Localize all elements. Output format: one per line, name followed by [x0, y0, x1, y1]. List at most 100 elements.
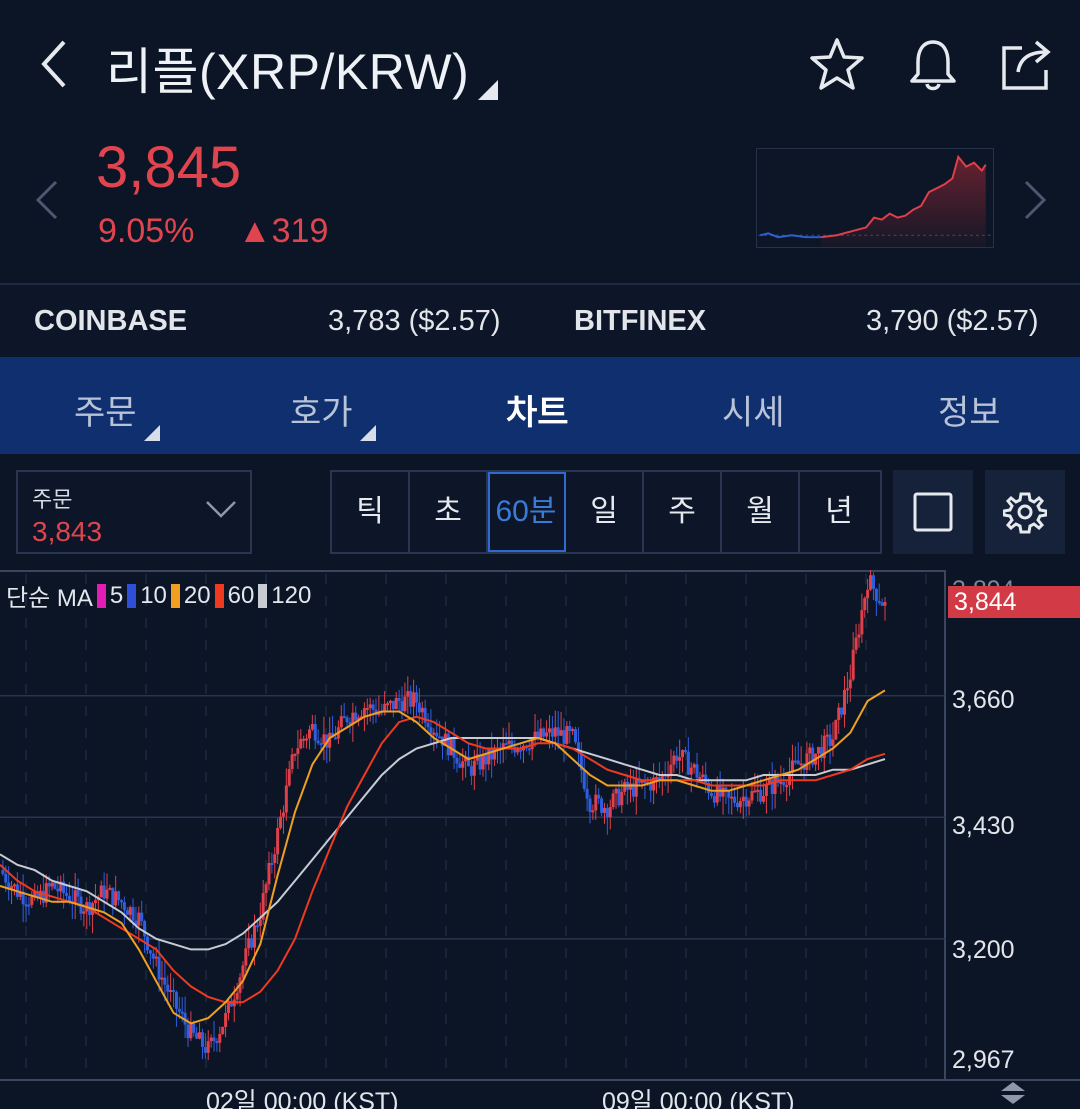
candle-body: [56, 888, 60, 892]
period-year[interactable]: 년: [825, 495, 853, 528]
candle-body: [148, 950, 152, 954]
candle-body: [874, 588, 878, 601]
candle-body: [597, 794, 601, 799]
ma20-line: [0, 689, 886, 1025]
exchange-price: 3,790 ($2.57): [866, 305, 1039, 337]
candle-body: [241, 965, 245, 978]
candle-body: [195, 1032, 199, 1039]
candle-body: [342, 716, 346, 719]
bell-icon[interactable]: [902, 34, 964, 96]
candle-body: [247, 938, 251, 949]
period-day[interactable]: 일: [566, 472, 644, 552]
ma20-swatch: [170, 583, 180, 608]
period-second[interactable]: 초: [410, 472, 488, 552]
candle-body: [574, 729, 578, 743]
candle-body: [293, 753, 297, 756]
candle-body: [409, 691, 413, 707]
tab-order[interactable]: 주문: [74, 394, 137, 432]
candle-body: [284, 785, 288, 813]
candle-body: [287, 769, 291, 786]
page-title[interactable]: 리플(XRP/KRW): [106, 44, 470, 100]
candle-body: [117, 891, 121, 901]
mini-price-chart[interactable]: [756, 148, 994, 248]
exchange-name: BITFINEX: [574, 305, 707, 337]
chart-settings-button[interactable]: [985, 470, 1065, 554]
candle-body: [212, 1037, 216, 1042]
candle-body: [672, 755, 676, 765]
candle-body: [114, 891, 118, 906]
candle-body: [484, 754, 488, 765]
candle-body: [267, 863, 271, 885]
candle-body: [299, 739, 303, 749]
change-amount: ▲319: [238, 212, 329, 250]
candle-body: [678, 757, 682, 761]
ma60-line: [0, 715, 886, 1004]
candle-body: [715, 784, 719, 803]
prev-coin-arrow-icon[interactable]: [32, 178, 62, 222]
candle-body: [362, 708, 366, 717]
candle-body: [571, 729, 575, 732]
candle-body: [712, 795, 716, 803]
scroll-handle-icon[interactable]: [998, 1080, 1028, 1106]
candle-body: [464, 756, 468, 762]
candle-body: [640, 780, 644, 783]
candle-body: [1, 870, 5, 874]
chevron-left-icon: [41, 40, 66, 88]
period-tick[interactable]: 틱: [332, 472, 410, 552]
candle-body: [565, 725, 569, 744]
candle-body: [296, 748, 300, 754]
candle-body: [218, 1033, 222, 1043]
star-icon[interactable]: [806, 34, 868, 96]
candle-body: [539, 728, 543, 738]
candle-body: [704, 774, 708, 783]
candle-body: [357, 717, 361, 721]
share-icon[interactable]: [996, 34, 1058, 96]
candle-body: [18, 891, 22, 897]
period-month[interactable]: 월: [722, 472, 800, 552]
period-60min[interactable]: 60분: [488, 472, 566, 552]
next-coin-arrow-icon[interactable]: [1020, 178, 1050, 222]
candle-body: [762, 795, 766, 802]
period-week[interactable]: 주: [644, 472, 722, 552]
chart-canvas[interactable]: [0, 570, 1080, 1109]
candle-body: [475, 754, 479, 761]
candle-body: [59, 881, 63, 892]
candle-body: [727, 790, 731, 798]
candle-body: [203, 1046, 207, 1053]
chart-fullscreen-button[interactable]: [893, 470, 973, 554]
candle-body: [386, 703, 390, 706]
order-price-select[interactable]: 주문 3,843: [16, 470, 252, 554]
tab-orderbook[interactable]: 호가: [290, 394, 353, 432]
candle-body: [134, 920, 138, 926]
candle-body: [226, 1000, 230, 1014]
candle-body: [41, 890, 45, 903]
candle-body: [273, 854, 277, 864]
ma-legend-prefix: 단순 MA: [6, 585, 93, 612]
candle-body: [235, 992, 239, 1000]
tab-chart[interactable]: 차트: [506, 394, 569, 432]
candle-body: [279, 816, 283, 828]
back-button[interactable]: [34, 34, 80, 94]
candle-body: [805, 753, 809, 770]
price-chart[interactable]: 단순 MA 5 10 20 60 120 3,894 3,844 3,660 3…: [0, 570, 1080, 1109]
candle-body: [307, 729, 311, 739]
tab-quotes[interactable]: 시세: [722, 394, 785, 432]
candle-body: [733, 796, 737, 803]
candle-body: [426, 722, 430, 728]
candle-body: [108, 887, 112, 890]
candle-body: [388, 700, 392, 704]
candle-body: [750, 791, 754, 801]
candle-body: [785, 785, 789, 788]
candle-body: [157, 956, 161, 980]
candle-body: [24, 904, 28, 907]
candle-body: [796, 760, 800, 765]
tab-info[interactable]: 정보: [938, 394, 1001, 432]
candle-body: [831, 739, 835, 746]
title-dropdown-caret[interactable]: [478, 80, 498, 100]
candle-body: [759, 789, 763, 802]
candle-body: [198, 1032, 202, 1039]
y-tick: 2,967: [952, 1046, 1015, 1074]
last-price-tag: 3,844: [948, 586, 1080, 618]
candle-body: [660, 774, 664, 781]
candle-body: [99, 885, 103, 898]
